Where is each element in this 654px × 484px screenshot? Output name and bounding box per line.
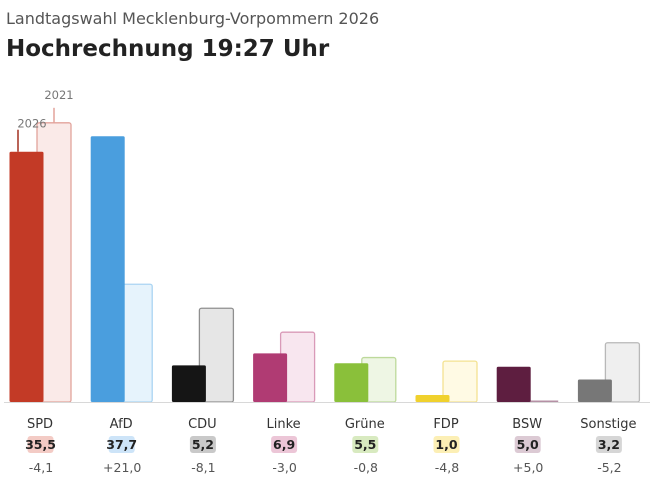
value-badge-fdp bbox=[433, 436, 460, 453]
party-label-bsw: BSW bbox=[512, 417, 542, 432]
value-label-sonstige: 3,2 bbox=[598, 437, 620, 452]
value-badge-gruene bbox=[352, 436, 379, 453]
legend-label-2026: 2026 bbox=[17, 117, 46, 131]
value-label-bsw: 5,0 bbox=[517, 437, 539, 452]
value-label-linke: 6,9 bbox=[273, 437, 295, 452]
bar-2026-gruene bbox=[334, 363, 369, 402]
value-badge-spd bbox=[27, 436, 54, 453]
diff-label-spd: -4,1 bbox=[29, 460, 53, 475]
bar-2026-bsw bbox=[496, 366, 531, 402]
value-label-gruene: 5,5 bbox=[354, 437, 376, 452]
party-label-spd: SPD bbox=[27, 417, 53, 432]
party-label-afd: AfD bbox=[110, 417, 133, 432]
diff-label-bsw: +5,0 bbox=[513, 460, 543, 475]
diff-label-afd: +21,0 bbox=[103, 460, 141, 475]
value-badge-linke bbox=[271, 436, 298, 453]
diff-label-fdp: -4,8 bbox=[435, 460, 459, 475]
bar-2026-cdu bbox=[171, 365, 206, 402]
party-label-sonstige: Sonstige bbox=[580, 417, 636, 432]
bar-2026-spd bbox=[9, 151, 44, 402]
value-badge-bsw bbox=[514, 436, 541, 453]
diff-label-sonstige: -5,2 bbox=[597, 460, 621, 475]
value-label-fdp: 1,0 bbox=[435, 437, 457, 452]
value-label-spd: 35,5 bbox=[25, 437, 56, 452]
bar-2026-sonstige bbox=[577, 379, 612, 402]
value-label-afd: 37,7 bbox=[106, 437, 137, 452]
diff-label-cdu: -8,1 bbox=[191, 460, 215, 475]
bar-2026-linke bbox=[253, 353, 288, 402]
party-label-gruene: Grüne bbox=[345, 417, 385, 432]
bar-2026-afd bbox=[90, 136, 125, 402]
chart-title: Hochrechnung 19:27 Uhr bbox=[6, 36, 330, 62]
diff-label-gruene: -0,8 bbox=[354, 460, 378, 475]
value-badge-afd bbox=[108, 436, 135, 453]
party-label-fdp: FDP bbox=[433, 417, 458, 432]
legend-label-2021: 2021 bbox=[44, 88, 73, 102]
bar-2026-fdp bbox=[415, 394, 450, 402]
value-badge-sonstige bbox=[595, 436, 622, 453]
diff-label-linke: -3,0 bbox=[272, 460, 296, 475]
value-badge-cdu bbox=[189, 436, 216, 453]
value-label-cdu: 5,2 bbox=[192, 437, 214, 452]
chart-supertitle: Landtagswahl Mecklenburg-Vorpommern 2026 bbox=[6, 9, 380, 28]
party-label-cdu: CDU bbox=[188, 417, 217, 432]
party-label-linke: Linke bbox=[267, 417, 301, 432]
